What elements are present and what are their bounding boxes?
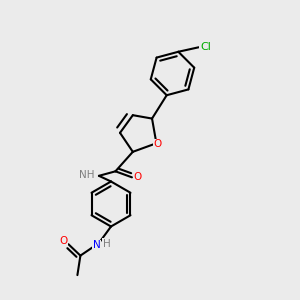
Text: O: O <box>154 139 162 149</box>
Text: Cl: Cl <box>200 42 211 52</box>
Text: H: H <box>103 239 110 249</box>
Text: NH: NH <box>79 170 94 180</box>
Text: O: O <box>59 236 68 246</box>
Text: N: N <box>93 240 101 250</box>
Text: O: O <box>133 172 142 182</box>
